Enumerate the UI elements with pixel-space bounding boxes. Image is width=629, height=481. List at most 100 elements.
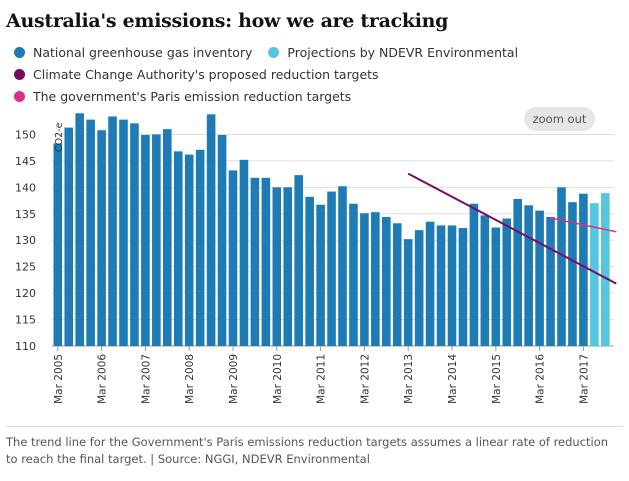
inventory-bar xyxy=(75,113,84,347)
inventory-bar xyxy=(403,239,413,346)
inventory-bar xyxy=(557,187,566,346)
inventory-bar xyxy=(513,198,522,346)
inventory-bar xyxy=(108,116,117,346)
inventory-bar xyxy=(64,127,74,347)
x-tick-label: Mar 2015 xyxy=(491,354,503,404)
inventory-swatch-icon xyxy=(14,47,25,58)
x-tick-label: Mar 2009 xyxy=(228,354,240,404)
projection-bar xyxy=(590,203,599,346)
inventory-bar xyxy=(338,186,347,346)
inventory-bar xyxy=(535,210,544,346)
legend-label-projection: Projections by NDEVR Environmental xyxy=(287,45,519,60)
inventory-bar xyxy=(469,203,479,346)
inventory-bar xyxy=(305,196,314,346)
x-tick-labels: Mar 2005 Mar 2006 Mar 2007 Mar 2008 Mar 2009… xyxy=(53,346,590,404)
inventory-bar xyxy=(502,218,512,346)
y-tick-label: 125 xyxy=(15,261,36,274)
x-tick-label: Mar 2008 xyxy=(184,354,196,404)
x-tick-label: Mar 2013 xyxy=(403,354,415,404)
paris-swatch-icon xyxy=(14,91,25,102)
inventory-bar xyxy=(447,225,457,346)
x-tick-label: Mar 2012 xyxy=(359,354,371,404)
y-tick-label: 110 xyxy=(15,340,36,353)
legend-item-inventory[interactable]: National greenhouse gas inventory xyxy=(14,45,252,60)
x-tick-label: Mar 2017 xyxy=(578,354,590,404)
inventory-bar xyxy=(206,114,216,346)
inventory-bar xyxy=(414,230,424,346)
inventory-bar xyxy=(141,134,150,346)
inventory-bar xyxy=(272,187,282,346)
inventory-bar xyxy=(392,223,402,346)
y-tick-label: 150 xyxy=(15,128,36,141)
inventory-bar xyxy=(195,149,205,346)
inventory-bar xyxy=(173,151,183,346)
inventory-bar xyxy=(546,216,555,346)
inventory-bar xyxy=(163,129,172,346)
y-tick-label: 115 xyxy=(15,314,36,327)
inventory-bar xyxy=(250,177,260,346)
y-tick-label: 145 xyxy=(15,155,36,168)
inventory-bar xyxy=(480,215,490,346)
inventory-bar xyxy=(86,119,95,346)
trend-lines-layer xyxy=(407,172,617,285)
footer-note: The trend line for the Government's Pari… xyxy=(6,435,609,466)
inventory-bar xyxy=(316,204,325,346)
y-tick-label: 140 xyxy=(15,181,36,194)
inventory-bar xyxy=(217,134,227,346)
y-tick-label: 130 xyxy=(15,234,36,247)
inventory-bar xyxy=(130,123,139,347)
legend-item-cca[interactable]: Climate Change Authority's proposed redu… xyxy=(14,67,379,82)
inventory-bar xyxy=(119,119,128,346)
inventory-bar xyxy=(294,175,303,346)
inventory-bar xyxy=(152,134,161,346)
inventory-bar xyxy=(327,191,336,346)
legend-item-projection[interactable]: Projections by NDEVR Environmental xyxy=(268,45,518,60)
inventory-bar xyxy=(360,213,369,346)
legend-label-cca: Climate Change Authority's proposed redu… xyxy=(33,67,379,82)
inventory-bar xyxy=(239,159,249,346)
cca-swatch-icon xyxy=(14,69,25,80)
inventory-bar xyxy=(524,205,533,346)
inventory-bar xyxy=(283,187,293,346)
footer-divider xyxy=(6,426,623,427)
x-tick-label: Mar 2006 xyxy=(97,354,109,404)
inventory-bar xyxy=(579,193,588,346)
x-tick-label: Mar 2016 xyxy=(535,354,547,404)
legend-label-inventory: National greenhouse gas inventory xyxy=(33,45,253,60)
legend-row-3: The government's Paris emission reductio… xyxy=(14,89,367,104)
legend-row-1: National greenhouse gas inventory Projec… xyxy=(14,45,534,60)
x-tick-label: Mar 2011 xyxy=(316,354,328,404)
inventory-bar xyxy=(568,202,577,346)
cca-target-line xyxy=(407,172,617,285)
x-tick-label: Mar 2005 xyxy=(53,354,65,404)
inventory-bar xyxy=(382,216,391,346)
inventory-bar xyxy=(349,203,358,346)
legend-row-2: Climate Change Authority's proposed redu… xyxy=(14,67,395,82)
inventory-bar xyxy=(184,154,194,346)
inventory-bar xyxy=(371,212,380,346)
y-axis-label: CO2-e xyxy=(54,122,65,152)
legend-item-paris[interactable]: The government's Paris emission reductio… xyxy=(14,89,351,104)
y-tick-label: 120 xyxy=(15,287,36,300)
y-tick-labels: 110 115 120 125 130 135 140 145 150 xyxy=(15,128,36,353)
inventory-bar xyxy=(436,225,446,346)
zoom-out-button[interactable]: zoom out xyxy=(524,107,595,131)
chart-title: Australia's emissions: how we are tracki… xyxy=(6,10,449,32)
x-tick-label: Mar 2007 xyxy=(140,354,152,404)
x-tick-label: Mar 2010 xyxy=(272,354,284,404)
inventory-bar xyxy=(97,130,106,346)
paris-target-line xyxy=(550,217,617,233)
projection-swatch-icon xyxy=(268,47,280,58)
legend-label-paris: The government's Paris emission reductio… xyxy=(33,89,352,104)
inventory-bar xyxy=(491,227,501,346)
bars-layer xyxy=(53,113,610,347)
inventory-bar xyxy=(425,221,435,346)
projection-bar xyxy=(601,193,610,346)
inventory-bar xyxy=(53,143,63,346)
x-tick-label: Mar 2014 xyxy=(447,354,459,404)
inventory-bar xyxy=(261,177,271,346)
inventory-bar xyxy=(458,228,468,346)
y-tick-label: 135 xyxy=(15,208,36,221)
inventory-bar xyxy=(228,170,238,346)
